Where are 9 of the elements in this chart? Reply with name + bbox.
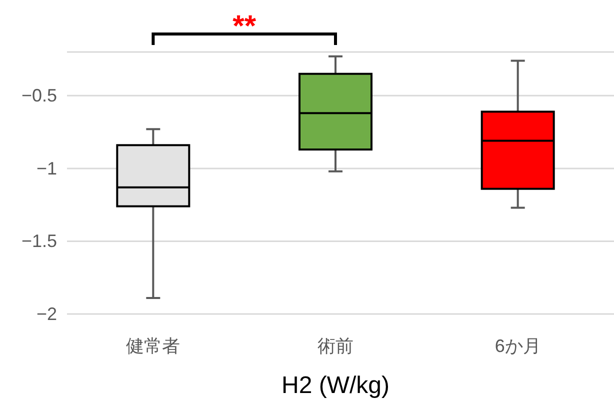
y-tick-label: −1.5: [21, 231, 57, 252]
x-tick-label: 6か月: [494, 336, 541, 356]
y-tick-label: −2: [36, 304, 57, 324]
y-tick-label: −0.5: [21, 86, 57, 106]
x-tick-label: 術前: [318, 336, 354, 356]
y-tick-label: −1: [36, 158, 57, 178]
x-axis-title: H2 (W/kg): [282, 372, 390, 399]
x-tick-label: 健常者: [126, 336, 180, 356]
text: **: [232, 10, 256, 43]
